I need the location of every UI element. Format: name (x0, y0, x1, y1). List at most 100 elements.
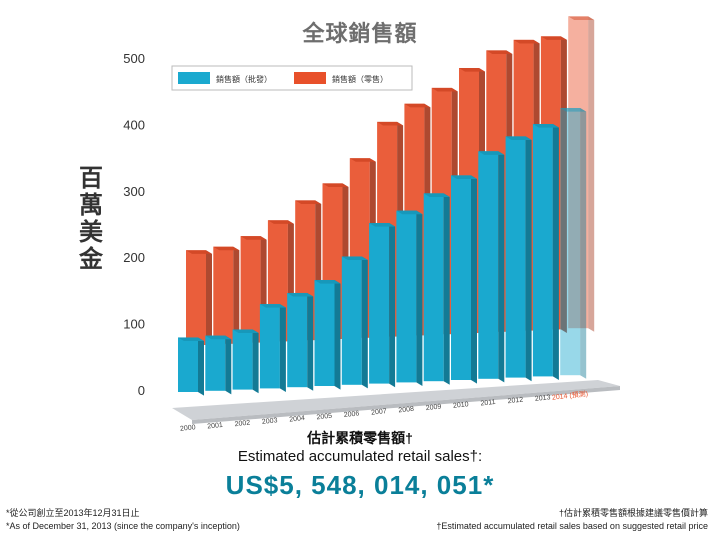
bar-wholesale-2012 (505, 136, 526, 378)
bar-wholesale-2009-top (423, 193, 450, 197)
y-tick-500: 500 (123, 51, 145, 66)
y-tick-0: 0 (138, 383, 145, 398)
bar-wholesale-2012-top (505, 136, 532, 141)
bar-wholesale-2007 (369, 223, 390, 384)
bar-wholesale-2008-side (416, 210, 423, 386)
bar-wholesale-2001-side (225, 335, 232, 395)
y-tick-400: 400 (123, 117, 145, 132)
bar-wholesale-2007-top (369, 223, 396, 227)
x-tick-2003: 2003 (262, 417, 278, 426)
bar-retail-2000 (186, 250, 206, 345)
bar-wholesale-2013 (532, 124, 553, 377)
x-tick-2005: 2005 (316, 413, 332, 422)
bar-wholesale-2010-top (451, 175, 477, 179)
bar-wholesale-2004-side (307, 292, 314, 391)
bar-retail-2003-top (267, 220, 294, 224)
footnote-right-en: †Estimated accumulated retail sales base… (436, 521, 708, 531)
bar-wholesale-2009 (423, 193, 444, 382)
bar-wholesale-2003 (259, 304, 280, 389)
bar-wholesale-2004 (287, 292, 308, 388)
bar-wholesale-2010-side (471, 175, 477, 384)
legend-label-1: 銷售額（零售） (332, 74, 388, 84)
bar-retail-2002 (240, 236, 261, 343)
chart-title: 全球銷售額 (302, 21, 418, 46)
bar-wholesale-2000-side (198, 337, 204, 396)
bar-wholesale-2001 (205, 335, 226, 391)
bar-retail-2013-side (560, 36, 567, 333)
bar-retail-2007-top (377, 121, 404, 126)
bar-retail-2004-top (295, 200, 322, 204)
bar-wholesale-2005 (314, 279, 335, 386)
x-tick-2004: 2004 (289, 415, 305, 424)
x-tick-2010: 2010 (453, 401, 469, 410)
bar-retail-2009-top (431, 87, 458, 92)
bar-retail-2008-top (404, 103, 431, 108)
footnote-right-zh: †估計累積零售額根據建議零售價計算 (558, 508, 708, 518)
chart-floor-edge (192, 386, 620, 424)
y-tick-200: 200 (123, 250, 145, 265)
bar-wholesale-2000 (178, 337, 198, 392)
x-tick-2001: 2001 (207, 422, 223, 431)
bar-retail-2011-top (486, 50, 513, 55)
bar-retail-2001-top (213, 246, 240, 251)
bar-retail-2012-top (513, 39, 540, 44)
bar-wholesale-2012-side (525, 136, 532, 382)
summary-title-zh: 估計累積零售額† (307, 430, 413, 446)
footnote-left-en: *As of December 31, 2013 (since the comp… (6, 521, 240, 531)
bar-wholesale-2004-top (287, 292, 314, 297)
legend-label-0: 銷售額（批發） (216, 74, 272, 84)
bar-wholesale-2002-top (232, 329, 259, 334)
y-tick-100: 100 (123, 317, 145, 332)
bar-wholesale-2011-top (478, 151, 505, 155)
bar-retail-2005-top (322, 183, 349, 187)
x-tick-2013: 2013 (535, 394, 551, 403)
bar-wholesale-2005-top (314, 279, 341, 284)
bar-wholesale-2011-side (498, 151, 505, 383)
bar-retail-2001-side (233, 246, 240, 348)
bar-wholesale-2013-top (532, 124, 559, 128)
summary-total: US$5, 548, 014, 051* (225, 470, 495, 500)
bar-retail-2013-top (540, 36, 567, 40)
bar-wholesale-2008 (396, 210, 417, 383)
legend-box (171, 65, 413, 91)
bar-retail-2006-top (349, 158, 376, 162)
footnote-left-zh: *從公司創立至2013年12月31日止 (6, 508, 140, 518)
legend-swatch-1 (294, 72, 326, 84)
bar-wholesale-2014 (預測) (560, 107, 581, 376)
bar-wholesale-2005-side (334, 279, 341, 390)
bar-retail-2014 (預測)-side (588, 16, 595, 332)
bar-wholesale-2003-side (279, 304, 286, 392)
bar-wholesale-2000-top (178, 337, 204, 342)
x-tick-2006: 2006 (344, 410, 360, 419)
y-axis-label: 百萬美金 (79, 165, 103, 273)
y-tick-300: 300 (123, 184, 145, 199)
bar-retail-2014 (預測)-top (568, 16, 595, 20)
bar-retail-2014 (預測) (568, 16, 589, 329)
chart-floor (172, 380, 620, 420)
x-tick-2007: 2007 (371, 408, 387, 417)
bar-wholesale-2010 (451, 175, 471, 380)
bar-wholesale-2006 (341, 256, 362, 385)
x-tick-2002: 2002 (234, 420, 250, 429)
bar-retail-2010-top (459, 67, 485, 72)
x-tick-2008: 2008 (398, 406, 414, 415)
bar-wholesale-2002-side (252, 329, 259, 394)
x-tick-2011: 2011 (480, 399, 496, 408)
bar-wholesale-2009-side (443, 193, 450, 385)
bar-wholesale-2001-top (205, 335, 232, 340)
bar-retail-2000-top (186, 250, 212, 254)
bar-retail-2001 (213, 246, 234, 344)
bar-wholesale-2003-top (259, 304, 286, 308)
bar-wholesale-2006-top (341, 256, 368, 261)
bar-wholesale-2008-top (396, 210, 423, 215)
bar-wholesale-2014 (預測)-side (580, 107, 587, 379)
bar-wholesale-2006-side (361, 256, 368, 389)
bar-wholesale-2007-side (389, 223, 396, 388)
x-tick-2012: 2012 (507, 397, 523, 406)
summary-title-en: Estimated accumulated retail sales†: (237, 448, 483, 465)
bar-retail-2002-top (240, 236, 267, 240)
bar-wholesale-2013-side (552, 124, 559, 380)
bar-retail-2000-side (206, 250, 212, 349)
bar-wholesale-2014 (預測)-top (560, 107, 587, 112)
